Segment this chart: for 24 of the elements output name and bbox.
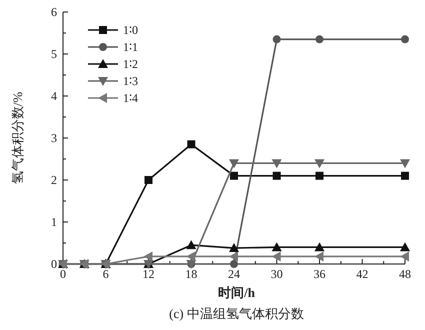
legend-label: 1∶4 [123,91,138,105]
y-tick-label: 3 [51,131,57,145]
x-tick-label: 18 [185,267,198,281]
y-tick-label: 6 [51,5,57,19]
x-tick-label: 42 [356,267,368,281]
legend-label: 1∶0 [123,23,138,37]
legend-label: 1∶2 [123,57,138,71]
y-tick-label: 1 [51,215,57,229]
y-tick-label: 0 [51,257,57,271]
y-tick-label: 4 [51,89,57,103]
y-tick-label: 2 [51,173,57,187]
y-axis-title: 氢气体积分数/% [10,92,25,184]
x-tick-label: 24 [228,267,240,281]
x-tick-label: 48 [399,267,411,281]
x-axis-title: 时间/h [218,285,256,300]
legend-label: 1∶1 [123,40,138,54]
y-tick-label: 5 [51,47,57,61]
legend-label: 1∶3 [123,74,138,88]
x-tick-label: 30 [270,267,283,281]
x-tick-label: 12 [142,267,154,281]
x-tick-label: 0 [60,267,66,281]
x-tick-label: 36 [314,267,326,281]
x-tick-label: 6 [102,267,109,281]
text: (c) 中温组氢气体积分数 [169,306,304,321]
